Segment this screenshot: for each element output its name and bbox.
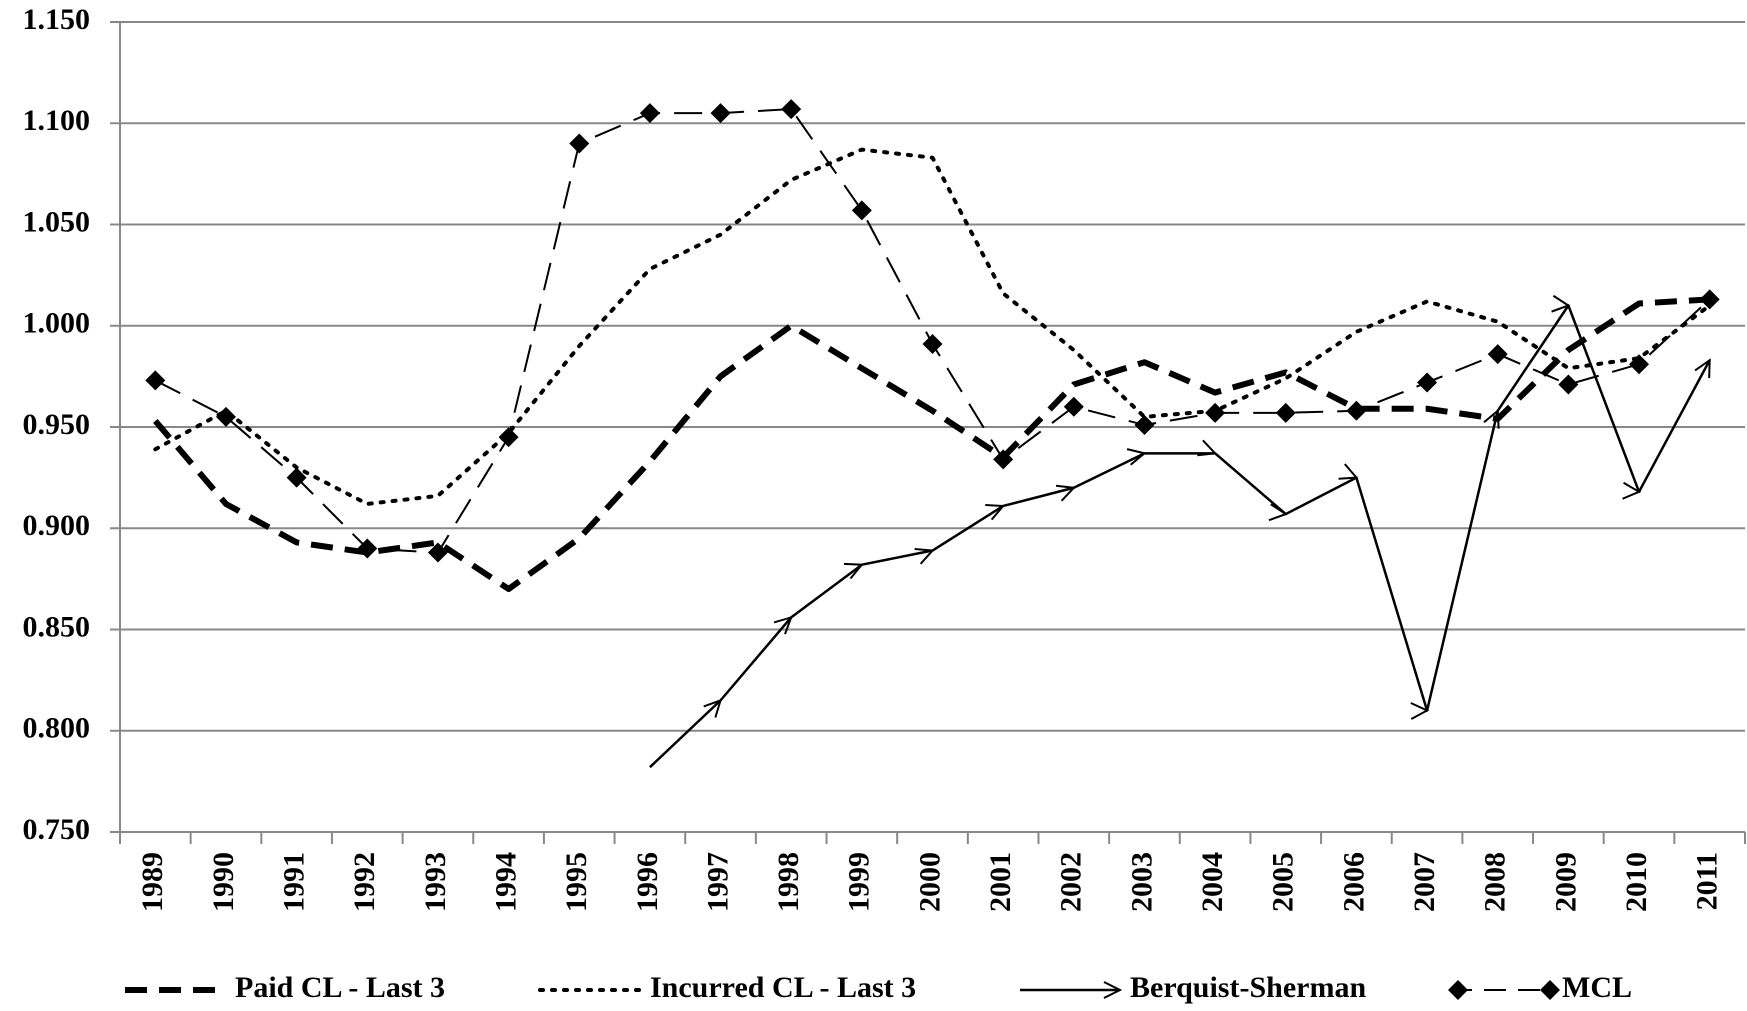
x-tick-label: 1995 — [560, 852, 593, 912]
series-marker — [639, 103, 660, 124]
series-marker — [781, 99, 802, 120]
y-tick-label: 1.150 — [23, 3, 91, 36]
x-tick-label: 2006 — [1337, 852, 1370, 912]
series-marker — [922, 333, 943, 354]
y-tick-label: 1.050 — [23, 205, 91, 238]
series-marker — [357, 538, 378, 559]
x-tick-label: 1997 — [701, 852, 734, 912]
x-tick-label: 1996 — [631, 852, 664, 912]
series-marker — [1629, 354, 1650, 375]
series-marker — [993, 449, 1014, 470]
series-marker — [1558, 374, 1579, 395]
series-marker — [1134, 414, 1155, 435]
y-tick-label: 1.100 — [23, 104, 91, 137]
y-tick-label: 0.900 — [23, 509, 91, 542]
x-tick-label: 1994 — [489, 852, 522, 912]
x-tick-label: 1990 — [207, 852, 240, 912]
legend-label: Paid CL - Last 3 — [235, 971, 445, 1004]
x-tick-label: 2004 — [1196, 852, 1229, 912]
series-marker — [215, 406, 236, 427]
x-tick-label: 2008 — [1479, 852, 1512, 912]
series-marker — [145, 370, 166, 391]
x-tick-label: 1991 — [278, 852, 311, 912]
series-marker — [1275, 402, 1296, 423]
legend-label: Incurred CL - Last 3 — [650, 971, 916, 1004]
legend-marker — [1540, 980, 1560, 1000]
y-tick-label: 0.800 — [23, 712, 91, 745]
x-tick-label: 1999 — [843, 852, 876, 912]
series-marker — [1346, 400, 1367, 421]
series-marker — [710, 103, 731, 124]
x-tick-label: 1993 — [419, 852, 452, 912]
x-tick-label: 2010 — [1620, 852, 1653, 912]
series-marker — [286, 467, 307, 488]
legend-marker — [1448, 980, 1468, 1000]
legend-label: Berquist-Sherman — [1130, 971, 1366, 1004]
y-tick-label: 0.850 — [23, 610, 91, 643]
x-tick-label: 2011 — [1691, 852, 1724, 910]
x-tick-label: 2000 — [913, 852, 946, 912]
x-tick-label: 2002 — [1055, 852, 1088, 912]
legend-label: MCL — [1562, 971, 1632, 1004]
x-tick-label: 1989 — [136, 852, 169, 912]
series-marker — [1205, 402, 1226, 423]
series-line — [154, 108, 1711, 554]
x-tick-label: 2003 — [1125, 852, 1158, 912]
x-tick-label: 2005 — [1267, 852, 1300, 912]
series-line — [153, 147, 1712, 506]
x-tick-label: 2001 — [984, 852, 1017, 912]
series-marker — [1699, 289, 1720, 310]
series-marker — [1487, 344, 1508, 365]
y-tick-label: 1.000 — [23, 307, 91, 340]
series-marker — [427, 542, 448, 563]
x-tick-label: 2007 — [1408, 852, 1441, 912]
series-marker — [498, 427, 519, 448]
series-line — [649, 306, 1711, 769]
y-tick-label: 0.950 — [23, 408, 91, 441]
series-marker — [1063, 396, 1084, 417]
y-tick-label: 0.750 — [23, 813, 91, 846]
x-tick-label: 1998 — [772, 852, 805, 912]
series-marker — [1417, 372, 1438, 393]
series-marker — [851, 200, 872, 221]
series-marker — [569, 133, 590, 154]
x-tick-label: 1992 — [348, 852, 381, 912]
x-tick-label: 2009 — [1549, 852, 1582, 912]
